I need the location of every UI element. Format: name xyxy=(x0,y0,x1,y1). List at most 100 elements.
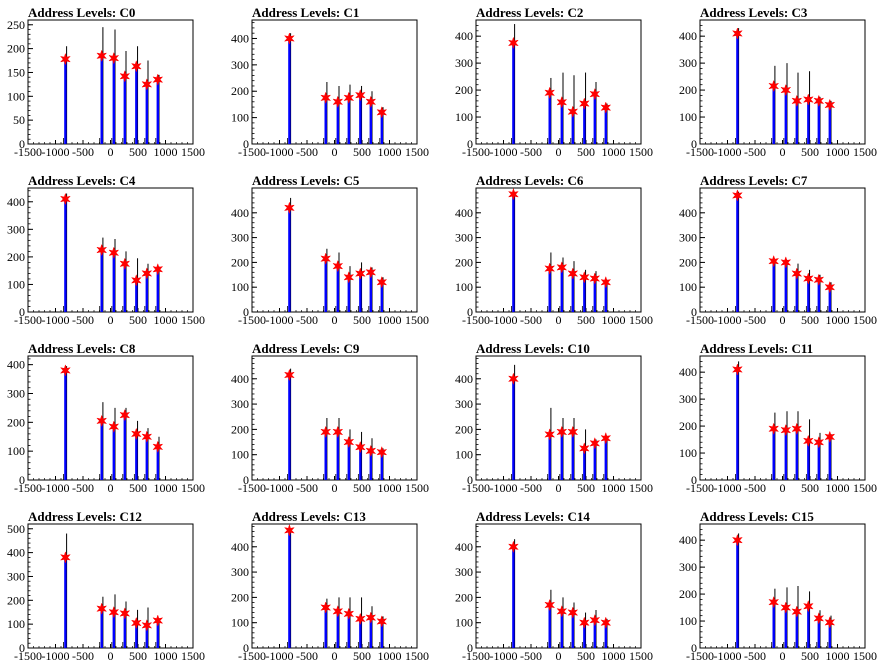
x-tick-label: -1000 xyxy=(714,313,742,327)
y-tick-label: 100 xyxy=(455,280,473,294)
histogram-bar xyxy=(736,195,739,312)
peak-marker xyxy=(600,101,612,114)
x-tick-label: -1000 xyxy=(490,145,518,159)
y-tick-label: 400 xyxy=(231,31,249,45)
x-tick-label: 1500 xyxy=(629,313,653,327)
y-tick-label: 400 xyxy=(455,29,473,43)
histogram-bar xyxy=(593,443,596,480)
peak-marker xyxy=(96,243,108,257)
x-tick-label: 0 xyxy=(332,481,338,495)
x-tick-label: -1000 xyxy=(42,145,70,159)
x-tick-label: 1000 xyxy=(154,145,178,159)
plot-frame xyxy=(251,19,418,145)
x-tick-label: 500 xyxy=(801,313,819,327)
histogram-bar xyxy=(593,620,596,648)
histogram-bar xyxy=(359,618,362,648)
y-tick-label: 300 xyxy=(455,565,473,579)
x-tick-label: -500 xyxy=(72,481,94,495)
y-tick-label: 300 xyxy=(455,231,473,245)
y-tick-label: 0 xyxy=(243,305,249,319)
peak-marker xyxy=(283,523,295,537)
x-tick-label: 1000 xyxy=(378,145,402,159)
peak-marker xyxy=(130,616,142,630)
peak-marker xyxy=(108,605,120,619)
histogram-bar xyxy=(380,282,383,312)
x-tick-label: 1000 xyxy=(378,313,402,327)
peak-marker xyxy=(567,425,579,439)
histogram-bar xyxy=(795,611,798,648)
chart-svg: 0 100 200 300 400 -1500 -1000 -500 0 500 1000 1500 xyxy=(231,19,429,159)
plot-frame xyxy=(475,523,642,649)
histogram-bar xyxy=(828,104,831,144)
peak-marker xyxy=(119,408,131,422)
peak-marker xyxy=(130,427,142,441)
chart-title: Address Levels: C2 xyxy=(476,5,584,20)
histogram-bar xyxy=(772,261,775,312)
y-tick-label: 300 xyxy=(231,231,249,245)
histogram-bar xyxy=(145,436,148,480)
chart-title: Address Levels: C9 xyxy=(252,341,360,356)
x-tick-label: 0 xyxy=(108,481,114,495)
histogram-bar xyxy=(288,207,291,312)
peak-marker xyxy=(802,272,814,285)
y-tick-label: 0 xyxy=(19,473,25,487)
x-tick-label: -1000 xyxy=(266,481,294,495)
peak-marker xyxy=(365,444,377,458)
chart-panel: 0 100 200 300 400 -1500 -1000 -500 0 500 1000 1500 A… xyxy=(224,168,448,336)
chart-title: Address Levels: C0 xyxy=(28,5,136,20)
peak-marker xyxy=(119,70,131,83)
histogram-bar xyxy=(123,415,126,480)
x-tick-label: -500 xyxy=(520,481,542,495)
peak-marker xyxy=(544,428,556,441)
y-tick-label: 0 xyxy=(467,473,473,487)
x-tick-label: 0 xyxy=(108,145,114,159)
histogram-bar xyxy=(123,76,126,144)
chart-title: Address Levels: C3 xyxy=(700,5,808,20)
chart-svg: 0 50 100 150 200 250 -1500 -1000 -500 0 500 1000 150… xyxy=(7,18,205,159)
chart-svg: 0 100 200 300 400 -1500 -1000 -500 0 500 1000 1500 xyxy=(7,355,205,495)
x-tick-label: -500 xyxy=(72,145,94,159)
peak-marker xyxy=(578,442,590,455)
x-tick-label: 1500 xyxy=(629,649,653,663)
y-tick-label: 100 xyxy=(7,444,25,458)
plot-frame xyxy=(475,19,642,145)
peak-marker xyxy=(791,605,803,618)
peak-marker xyxy=(152,73,164,86)
x-tick-label: 1500 xyxy=(853,649,877,663)
x-tick-label: 500 xyxy=(129,313,147,327)
y-tick-label: 100 xyxy=(7,617,25,631)
y-tick-label: 400 xyxy=(679,206,697,220)
histogram-bar xyxy=(548,268,551,312)
x-tick-label: 1000 xyxy=(602,649,626,663)
chart-svg: 0 100 200 300 400 -1500 -1000 -500 0 500 1000 1500 xyxy=(231,187,429,327)
x-tick-label: 1000 xyxy=(602,313,626,327)
y-tick-label: 100 xyxy=(231,111,249,125)
x-tick-label: 1500 xyxy=(853,145,877,159)
histogram-bar xyxy=(156,446,159,480)
peak-marker xyxy=(376,105,388,119)
peak-marker xyxy=(320,601,332,614)
peak-marker xyxy=(354,612,366,626)
peak-marker xyxy=(824,98,836,112)
x-tick-label: -500 xyxy=(296,313,318,327)
plot-frame xyxy=(27,355,194,481)
peak-marker xyxy=(332,95,344,109)
y-tick-label: 0 xyxy=(467,305,473,319)
histogram-bar xyxy=(560,431,563,480)
y-tick-label: 0 xyxy=(691,473,697,487)
x-tick-label: -1500 xyxy=(686,313,714,327)
histogram-bar xyxy=(593,278,596,312)
peak-marker xyxy=(813,611,825,625)
chart-svg: 0 100 200 300 400 500 -1500 -1000 -500 0 500 1000 15… xyxy=(7,522,205,663)
peak-marker xyxy=(780,256,792,269)
peak-marker xyxy=(780,83,792,97)
y-tick-label: 200 xyxy=(455,255,473,269)
y-tick-label: 400 xyxy=(231,206,249,220)
chart-title: Address Levels: C8 xyxy=(28,341,136,356)
chart-panel: 0 100 200 300 400 -1500 -1000 -500 0 500 1000 1500 A… xyxy=(224,504,448,672)
x-tick-label: 1500 xyxy=(405,649,429,663)
chart-panel: 0 100 200 300 400 -1500 -1000 -500 0 500 1000 1500 A… xyxy=(672,0,896,168)
histogram-bar xyxy=(772,428,775,480)
x-tick-label: 500 xyxy=(577,481,595,495)
histogram-bar xyxy=(112,426,115,480)
